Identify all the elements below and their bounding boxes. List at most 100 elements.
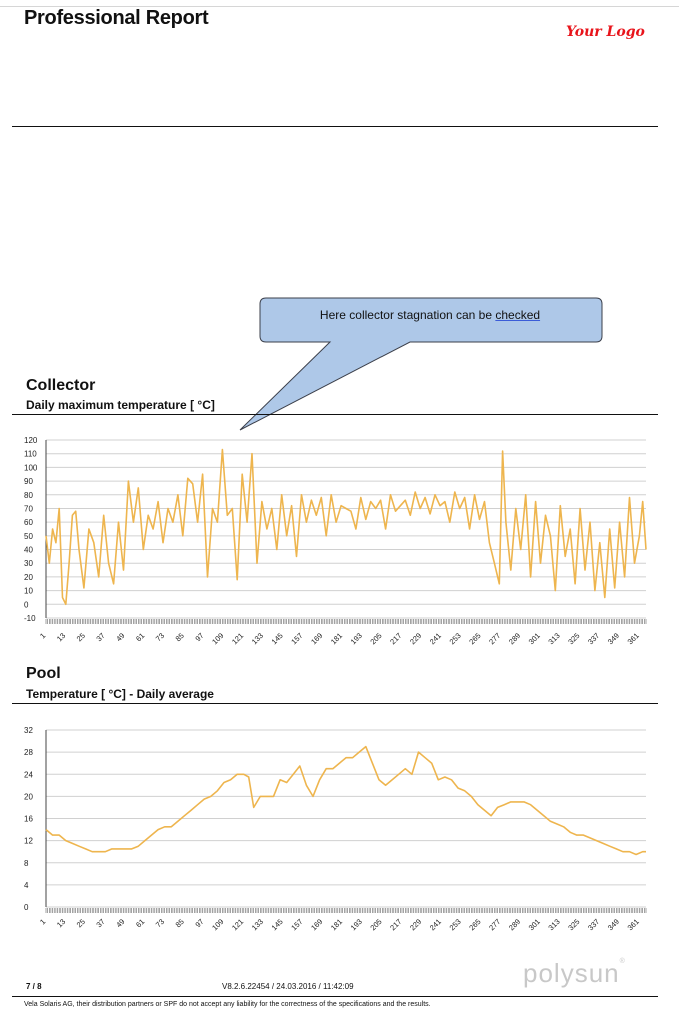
x-tick-label: 193 <box>349 631 364 646</box>
x-tick-label: 157 <box>289 917 304 932</box>
x-tick-label: 169 <box>309 631 324 646</box>
y-tick-label: 70 <box>24 504 33 513</box>
pool-title: Pool <box>26 665 61 682</box>
x-tick-label: 133 <box>250 917 265 932</box>
y-tick-label: 8 <box>24 859 29 868</box>
y-tick-label: 20 <box>24 573 33 582</box>
x-tick-label: 337 <box>586 917 601 932</box>
x-tick-label: 157 <box>289 631 304 646</box>
y-tick-label: 32 <box>24 726 33 735</box>
x-tick-label: 205 <box>368 631 383 646</box>
x-tick-label: 289 <box>507 631 522 646</box>
callout-text-main: Here collector stagnation can be <box>319 308 496 322</box>
callout-text: Here collector stagnation can be checked <box>260 308 600 322</box>
brand-mark: ® <box>619 958 626 965</box>
x-tick-label: 181 <box>329 631 344 646</box>
footer-divider <box>12 996 658 997</box>
y-tick-label: 100 <box>24 463 38 472</box>
x-tick-label: 121 <box>230 917 245 932</box>
x-tick-label: 61 <box>134 631 146 643</box>
x-tick-label: 133 <box>250 631 265 646</box>
x-tick-label: 229 <box>408 631 423 646</box>
x-tick-label: 73 <box>154 631 166 643</box>
y-tick-label: 24 <box>24 770 33 779</box>
x-tick-label: 25 <box>75 917 87 929</box>
x-tick-label: 241 <box>428 631 443 646</box>
x-tick-label: 85 <box>174 917 186 929</box>
brand-name: polysun <box>523 958 620 988</box>
x-tick-label: 301 <box>527 917 542 932</box>
y-tick-label: 120 <box>24 436 38 445</box>
x-tick-label: 265 <box>467 917 482 932</box>
x-tick-label: 13 <box>55 631 67 643</box>
x-tick-label: 205 <box>368 917 383 932</box>
x-tick-label: 97 <box>193 631 205 643</box>
y-tick-label: 40 <box>24 546 33 555</box>
callout-shape <box>239 297 603 431</box>
collector-title: Collector <box>26 377 96 394</box>
x-tick-label: 253 <box>448 917 463 932</box>
x-tick-label: 313 <box>546 917 561 932</box>
x-tick-label: 37 <box>94 631 106 643</box>
x-tick-label: 109 <box>210 917 225 932</box>
x-tick-label: 1 <box>38 917 47 926</box>
header-divider <box>12 126 658 127</box>
y-tick-label: 20 <box>24 792 33 801</box>
logo-placeholder: Your Logo <box>566 24 645 40</box>
y-tick-label: 110 <box>24 450 37 459</box>
y-tick-label: 0 <box>24 903 29 912</box>
x-tick-label: 289 <box>507 917 522 932</box>
callout-link-word[interactable]: checked <box>495 308 541 322</box>
y-tick-label: 16 <box>24 815 33 824</box>
x-tick-label: 337 <box>586 631 601 646</box>
collector-divider <box>12 414 658 415</box>
x-tick-label: 181 <box>329 917 344 932</box>
callout-bubble <box>239 297 603 431</box>
x-tick-label: 301 <box>527 631 542 646</box>
x-tick-marks <box>45 619 647 624</box>
collector-chart: -10 0 10 20 30 40 50 60 70 80 90 100 110 120 1 13 25 37 49… <box>24 436 647 646</box>
x-tick-label: 325 <box>566 917 581 932</box>
x-tick-label: 109 <box>210 631 225 646</box>
y-tick-label: 28 <box>24 748 33 757</box>
x-tick-label: 241 <box>428 917 443 932</box>
y-tick-label: 30 <box>24 559 33 568</box>
x-tick-label: 265 <box>467 631 482 646</box>
polysun-logo: polysun® <box>523 958 626 989</box>
x-tick-label: 169 <box>309 917 324 932</box>
version-info: V8.2.6.22454 / 24.03.2016 / 11:42:09 <box>222 982 354 991</box>
x-tick-label: 25 <box>75 631 87 643</box>
page-title: Professional Report <box>24 7 209 29</box>
page-number: 7 / 8 <box>26 982 42 991</box>
y-tick-label: 10 <box>24 587 33 596</box>
y-tick-label: 50 <box>24 532 33 541</box>
x-tick-marks <box>45 908 647 913</box>
x-tick-label: 145 <box>270 631 285 646</box>
x-tick-label: 85 <box>174 631 186 643</box>
x-tick-label: 277 <box>487 631 502 646</box>
pool-divider <box>12 703 658 704</box>
x-tick-label: 61 <box>134 917 146 929</box>
x-tick-label: 277 <box>487 917 502 932</box>
x-tick-label: 313 <box>546 631 561 646</box>
y-tick-label: 12 <box>24 837 33 846</box>
y-tick-label: 0 <box>24 600 29 609</box>
collector-subtitle: Daily maximum temperature [ °C] <box>26 398 215 412</box>
y-tick-label: 60 <box>24 518 33 527</box>
y-tick-label: 90 <box>24 477 33 486</box>
x-tick-label: 361 <box>626 917 641 932</box>
disclaimer: Vela Solaris AG, their distribution part… <box>24 1001 431 1008</box>
pool-chart: 0 4 8 12 16 20 24 28 32 1 13 25 37 49 61 73 85 97 109 121 13… <box>24 726 647 932</box>
x-tick-label: 349 <box>606 631 621 646</box>
x-tick-label: 121 <box>230 631 245 646</box>
x-tick-label: 361 <box>626 631 641 646</box>
x-tick-label: 253 <box>448 631 463 646</box>
y-tick-label: 4 <box>24 881 29 890</box>
x-tick-label: 49 <box>114 917 126 929</box>
x-tick-label: 217 <box>388 917 403 932</box>
x-tick-label: 349 <box>606 917 621 932</box>
y-tick-label: 80 <box>24 491 33 500</box>
x-tick-label: 145 <box>270 917 285 932</box>
x-tick-label: 37 <box>94 917 106 929</box>
x-tick-label: 217 <box>388 631 403 646</box>
